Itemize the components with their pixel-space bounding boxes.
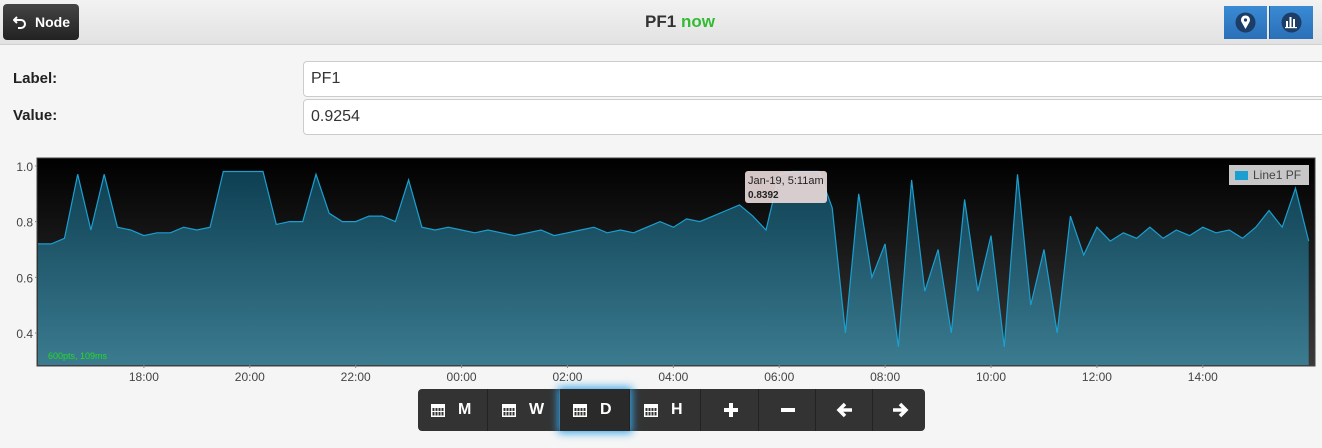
x-tick-label: 10:00 — [976, 370, 1006, 384]
plus-icon — [724, 403, 738, 417]
tooltip-label: Jan-19, 5:11am — [748, 175, 824, 187]
field-input[interactable]: 0.9254 — [303, 99, 1322, 135]
page-title: PF1 now — [580, 12, 780, 32]
x-tick-label: 22:00 — [341, 370, 371, 384]
y-tick-label: 0.8 — [16, 216, 33, 230]
status-text: now — [680, 12, 715, 31]
chart: 600pts, 109ms Jan-19, 5:11am 0.8392 Line… — [16, 157, 1316, 384]
range-label: W — [529, 401, 545, 418]
map-button[interactable] — [1224, 6, 1267, 39]
back-label: Node — [35, 14, 70, 30]
stats-text: 600pts, 109ms — [48, 351, 108, 361]
legend: Line1 PF — [1229, 165, 1309, 185]
y-tick-label: 1.0 — [16, 160, 33, 174]
x-tick-label: 02:00 — [552, 370, 582, 384]
header: Node PF1 now — [0, 0, 1322, 45]
area — [38, 171, 1309, 365]
tooltip: Jan-19, 5:11am 0.8392 — [745, 171, 827, 203]
range-button[interactable]: W — [489, 389, 559, 431]
field-input[interactable]: PF1 — [303, 61, 1322, 97]
legend-label: Line1 PF — [1253, 168, 1301, 182]
tooltip-value: 0.8392 — [748, 190, 779, 201]
range-label: D — [600, 401, 612, 418]
right-icon — [893, 402, 909, 418]
x-tick-label: 20:00 — [235, 370, 265, 384]
range-button[interactable]: M — [418, 389, 488, 431]
chart-button[interactable] — [1269, 6, 1313, 39]
map-icon — [1235, 12, 1256, 33]
field-label: Value: — [13, 107, 58, 124]
calendar-icon — [644, 404, 658, 417]
x-tick-label: 08:00 — [870, 370, 900, 384]
pan-left-button[interactable] — [816, 389, 873, 431]
x-tick-label: 06:00 — [764, 370, 794, 384]
x-tick-label: 04:00 — [658, 370, 688, 384]
minus-icon — [781, 408, 795, 412]
zoom-in-button[interactable] — [702, 389, 759, 431]
range-label: H — [671, 401, 683, 418]
calendar-icon — [431, 404, 445, 417]
x-tick-label: 12:00 — [1082, 370, 1112, 384]
back-icon — [13, 16, 26, 29]
zoom-out-button[interactable] — [759, 389, 816, 431]
calendar-icon — [573, 404, 587, 417]
x-tick-label: 18:00 — [129, 370, 159, 384]
y-tick-label: 0.6 — [16, 271, 33, 285]
range-button[interactable]: H — [631, 389, 701, 431]
chart-icon — [1281, 12, 1302, 33]
legend-swatch — [1235, 171, 1248, 180]
tooltip-box — [745, 171, 827, 203]
title-text: PF1 — [645, 12, 677, 31]
x-tick-label: 14:00 — [1188, 370, 1218, 384]
range-label: M — [458, 401, 472, 418]
y-tick-label: 0.4 — [16, 327, 33, 341]
toolbar: M W D H — [418, 389, 925, 431]
field-label: Label: — [13, 70, 58, 87]
x-tick-label: 00:00 — [447, 370, 477, 384]
range-button[interactable]: D — [560, 389, 630, 431]
legend-box — [1229, 165, 1309, 185]
calendar-icon — [502, 404, 516, 417]
back-button[interactable]: Node — [3, 4, 79, 40]
line — [38, 170, 1310, 347]
left-icon — [836, 402, 852, 418]
pan-right-button[interactable] — [873, 389, 925, 431]
